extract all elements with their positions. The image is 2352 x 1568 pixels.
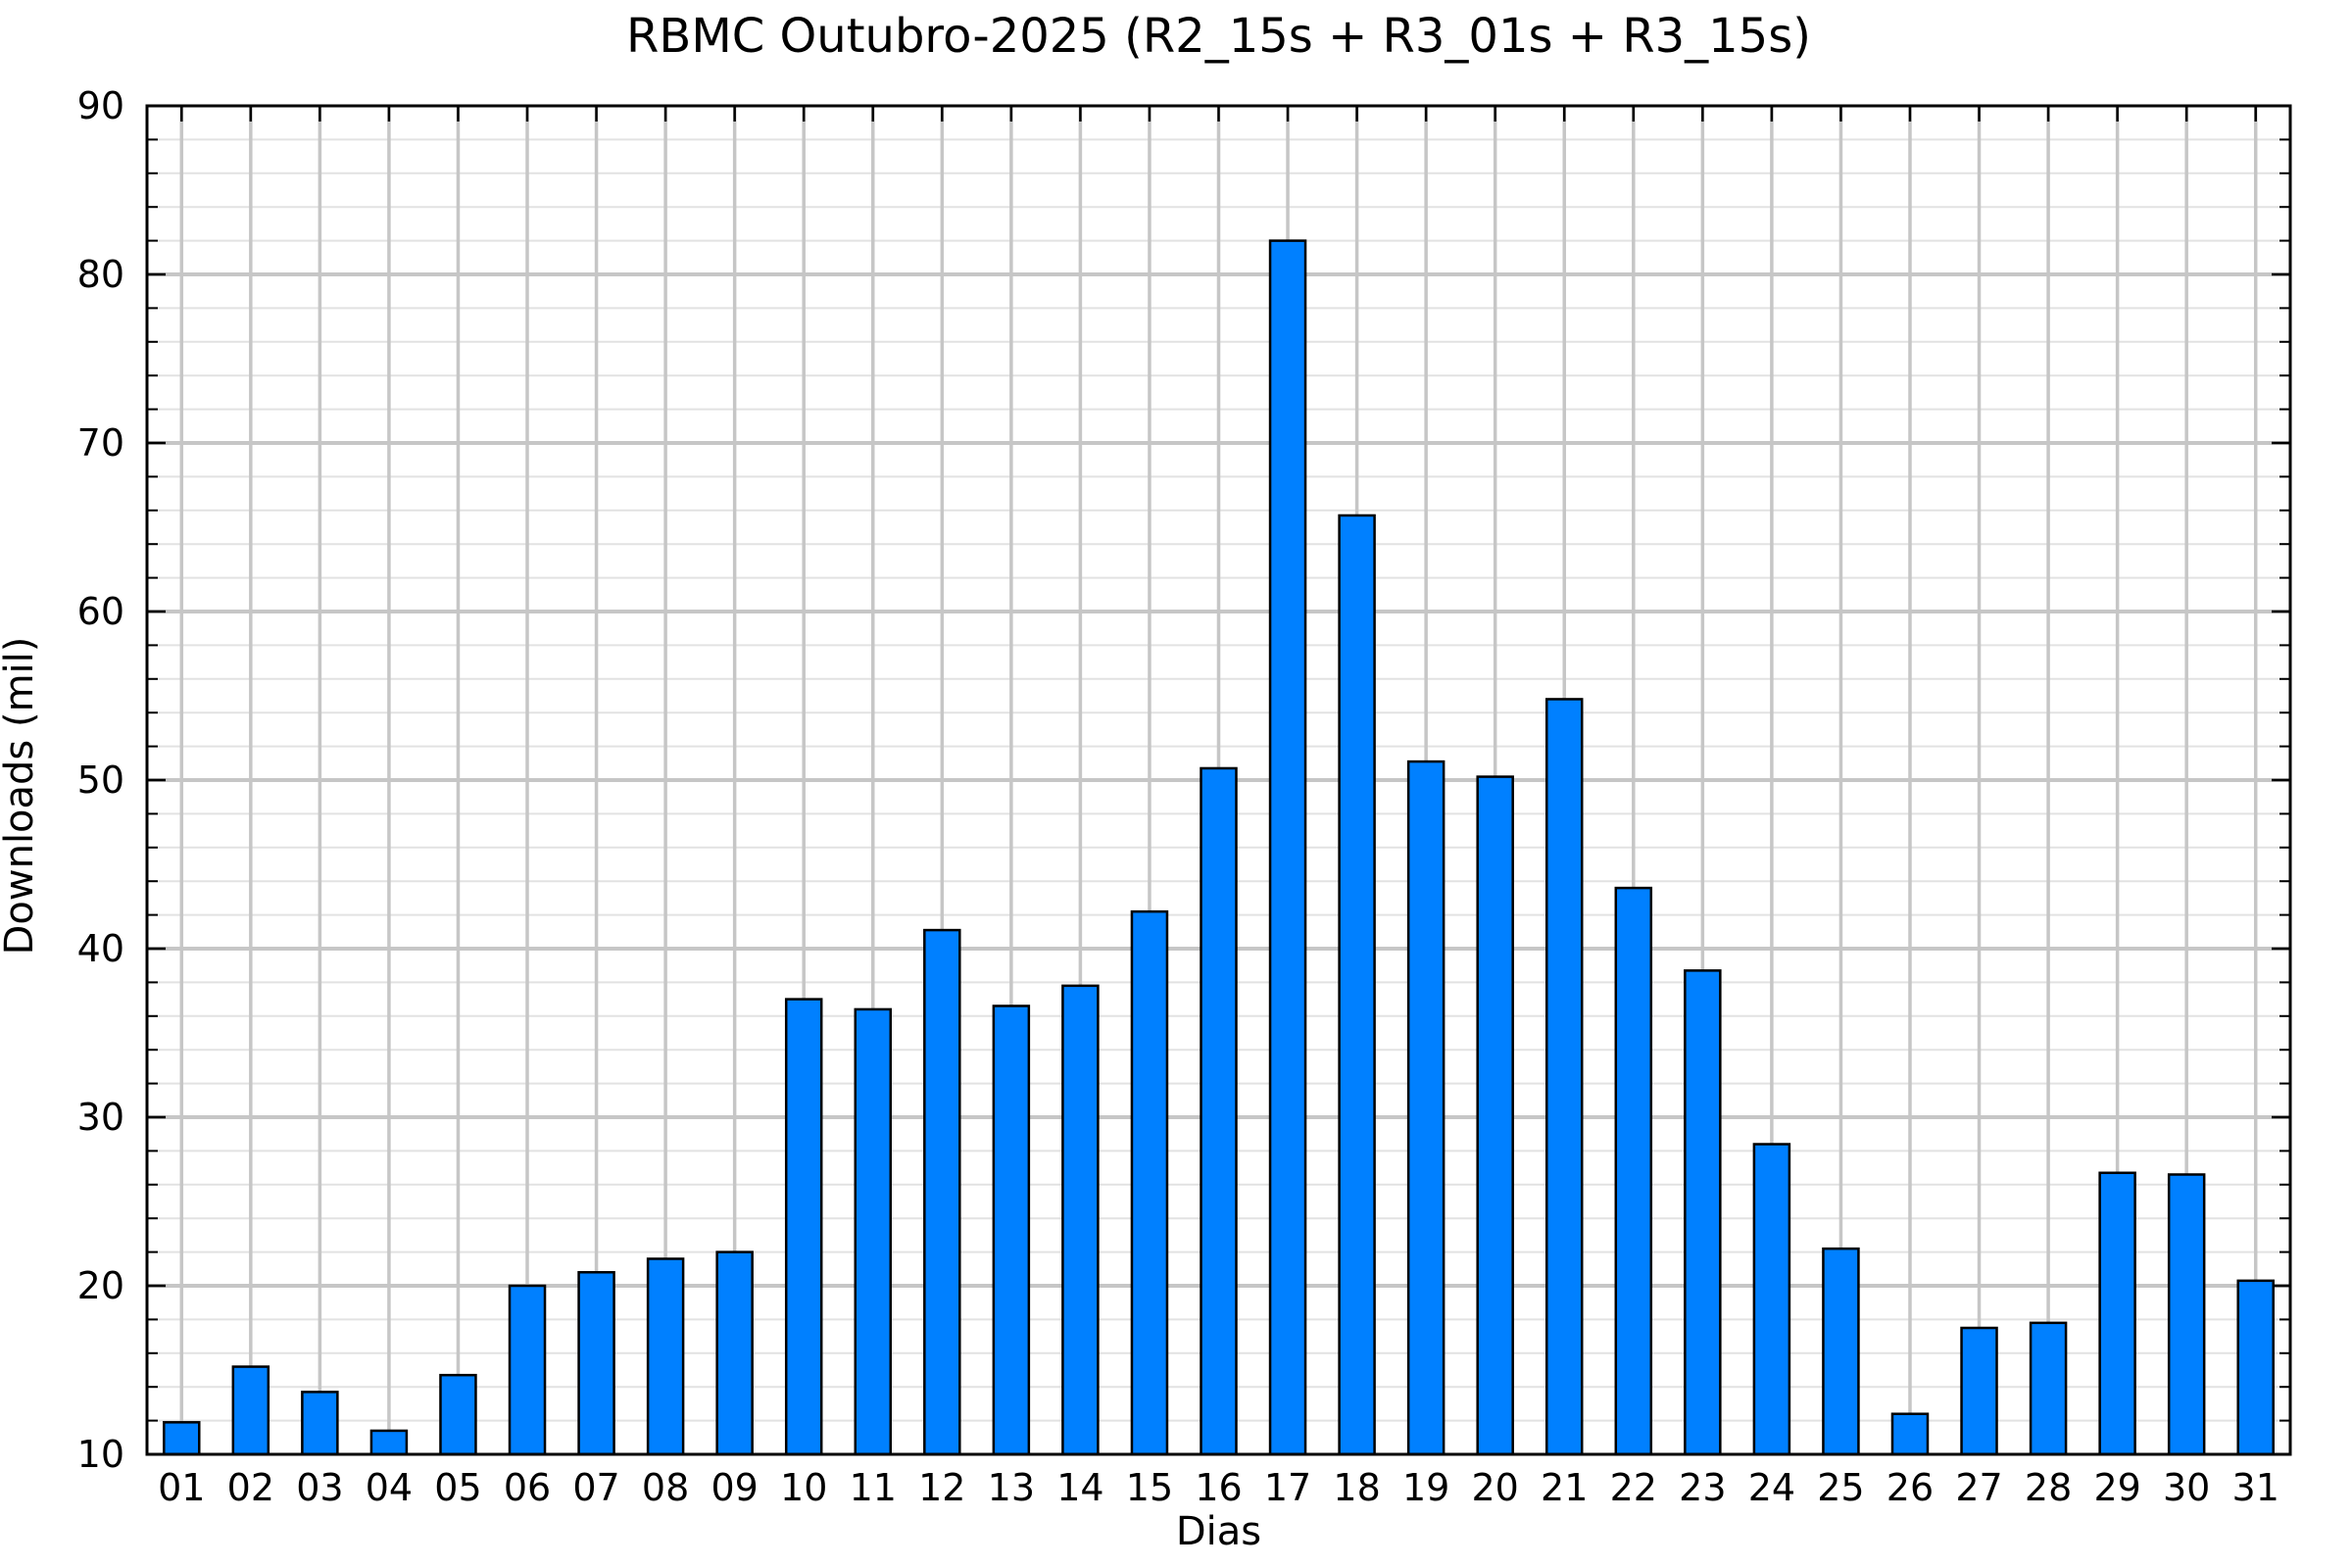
x-tick-label-09: 09 [710, 1466, 758, 1509]
x-tick-label-17: 17 [1264, 1466, 1311, 1509]
x-tick-label-11: 11 [850, 1466, 897, 1509]
x-tick-label-13: 13 [988, 1466, 1035, 1509]
bar-day-11 [854, 1007, 893, 1456]
x-tick-label-12: 12 [918, 1466, 965, 1509]
y-tick-labels: 10 20 30 40 50 60 70 80 90 [77, 84, 124, 1476]
x-tick-label-26: 26 [1886, 1466, 1934, 1509]
x-tick-label-10: 10 [780, 1466, 827, 1509]
bars [163, 239, 2275, 1456]
chart-title: RBMC Outubro-2025 (R2_15s + R3_01s + R3_… [626, 9, 1811, 64]
bar-day-23 [1684, 969, 1722, 1456]
y-tick-label-60: 60 [77, 590, 124, 633]
plot-border [145, 104, 2292, 1456]
x-tick-label-15: 15 [1126, 1466, 1173, 1509]
x-axis-title: Dias [1175, 1509, 1262, 1554]
x-tick-label-24: 24 [1748, 1466, 1795, 1509]
bar-day-12 [923, 928, 961, 1456]
y-axis-title: Downloads (mil) [0, 636, 42, 956]
bar-day-02 [231, 1365, 270, 1456]
x-tick-label-18: 18 [1333, 1466, 1380, 1509]
bar-day-18 [1338, 514, 1376, 1456]
x-tick-labels: 01 02 03 04 05 06 07 08 09 10 11 12 13 14 15 16 17 18 19 20… [158, 1466, 2279, 1509]
x-tick-label-27: 27 [1955, 1466, 2002, 1509]
x-tick-label-14: 14 [1056, 1466, 1103, 1509]
x-tick-label-30: 30 [2163, 1466, 2210, 1509]
x-tick-label-04: 04 [366, 1466, 413, 1509]
x-tick-label-07: 07 [572, 1466, 619, 1509]
x-tick-label-03: 03 [296, 1466, 343, 1509]
bar-day-05 [439, 1373, 477, 1456]
y-tick-label-30: 30 [77, 1096, 124, 1139]
bar-day-13 [992, 1004, 1031, 1456]
x-tick-label-31: 31 [2232, 1466, 2279, 1509]
bar-day-26 [1890, 1412, 1930, 1456]
bar-day-03 [301, 1391, 339, 1456]
bar-day-09 [715, 1250, 754, 1456]
bar-day-01 [163, 1421, 201, 1456]
bar-day-17 [1268, 239, 1307, 1456]
x-tick-label-19: 19 [1402, 1466, 1449, 1509]
bar-day-08 [646, 1257, 685, 1456]
y-tick-label-80: 80 [77, 253, 124, 296]
y-tick-label-50: 50 [77, 759, 124, 802]
bar-day-30 [2167, 1173, 2206, 1456]
bar-day-14 [1061, 984, 1100, 1456]
x-tick-label-29: 29 [2093, 1466, 2140, 1509]
bar-day-21 [1544, 698, 1584, 1456]
x-tick-label-01: 01 [158, 1466, 205, 1509]
bar-day-25 [1822, 1247, 1860, 1456]
x-tick-label-28: 28 [2025, 1466, 2072, 1509]
x-tick-label-02: 02 [227, 1466, 274, 1509]
x-tick-label-05: 05 [434, 1466, 481, 1509]
bar-day-16 [1200, 766, 1238, 1456]
x-tick-label-23: 23 [1679, 1466, 1726, 1509]
bar-day-27 [1960, 1326, 1998, 1456]
y-tick-label-40: 40 [77, 927, 124, 970]
bar-day-31 [2236, 1279, 2275, 1456]
bar-day-10 [784, 998, 823, 1456]
bar-day-06 [508, 1284, 547, 1456]
bar-day-22 [1614, 886, 1653, 1456]
x-tick-label-06: 06 [504, 1466, 551, 1509]
x-tick-label-20: 20 [1472, 1466, 1519, 1509]
y-tick-label-10: 10 [77, 1433, 124, 1476]
x-tick-label-25: 25 [1817, 1466, 1864, 1509]
bar-day-28 [2029, 1321, 2068, 1456]
bar-day-20 [1476, 775, 1514, 1456]
bar-day-19 [1406, 760, 1446, 1456]
x-tick-label-22: 22 [1610, 1466, 1657, 1509]
bar-day-07 [577, 1270, 615, 1456]
x-tick-label-16: 16 [1195, 1466, 1242, 1509]
x-tick-label-21: 21 [1541, 1466, 1588, 1509]
bar-day-24 [1752, 1143, 1791, 1456]
bar-day-04 [369, 1429, 409, 1456]
x-tick-label-08: 08 [642, 1466, 689, 1509]
y-tick-label-20: 20 [77, 1264, 124, 1307]
grid-vertical [179, 106, 2258, 1454]
y-tick-label-90: 90 [77, 84, 124, 127]
bar-day-15 [1130, 909, 1169, 1456]
y-tick-label-70: 70 [77, 421, 124, 465]
bar-day-29 [2098, 1171, 2136, 1456]
